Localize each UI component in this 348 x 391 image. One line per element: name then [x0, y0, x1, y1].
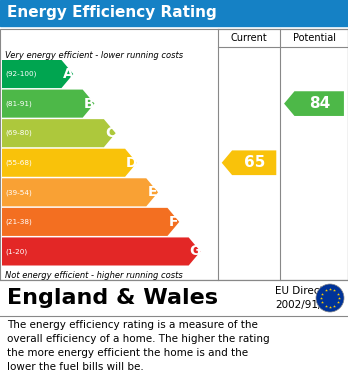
Text: B: B: [84, 97, 94, 111]
Text: G: G: [189, 244, 201, 258]
Text: Energy Efficiency Rating: Energy Efficiency Rating: [7, 5, 217, 20]
Polygon shape: [222, 151, 276, 175]
Text: F: F: [169, 215, 179, 229]
Circle shape: [316, 284, 344, 312]
Text: E: E: [148, 185, 158, 199]
Text: A: A: [63, 67, 73, 81]
Text: (1-20): (1-20): [5, 248, 27, 255]
Text: Potential: Potential: [293, 33, 335, 43]
Bar: [0, 0, 348, 26]
Text: (39-54): (39-54): [5, 189, 32, 196]
Polygon shape: [2, 149, 137, 177]
Polygon shape: [2, 237, 200, 265]
Polygon shape: [2, 178, 158, 206]
Text: (55-68): (55-68): [5, 160, 32, 166]
Polygon shape: [2, 119, 116, 147]
Text: EU Directive
2002/91/EC: EU Directive 2002/91/EC: [275, 285, 339, 310]
Polygon shape: [2, 60, 73, 88]
Bar: [0, 280, 348, 316]
Text: Not energy efficient - higher running costs: Not energy efficient - higher running co…: [5, 271, 183, 280]
Polygon shape: [284, 91, 344, 116]
Polygon shape: [2, 90, 94, 118]
Text: 84: 84: [309, 96, 331, 111]
Text: Current: Current: [231, 33, 267, 43]
Polygon shape: [2, 208, 179, 236]
Text: Very energy efficient - lower running costs: Very energy efficient - lower running co…: [5, 50, 183, 59]
Text: England & Wales: England & Wales: [7, 288, 218, 308]
Text: C: C: [105, 126, 116, 140]
Text: (81-91): (81-91): [5, 100, 32, 107]
Text: (21-38): (21-38): [5, 219, 32, 225]
Text: (69-80): (69-80): [5, 130, 32, 136]
Text: (92-100): (92-100): [5, 71, 37, 77]
Text: D: D: [126, 156, 137, 170]
Text: 65: 65: [244, 155, 265, 170]
Bar: [0, 29, 348, 280]
Text: The energy efficiency rating is a measure of the
overall efficiency of a home. T: The energy efficiency rating is a measur…: [7, 320, 270, 372]
